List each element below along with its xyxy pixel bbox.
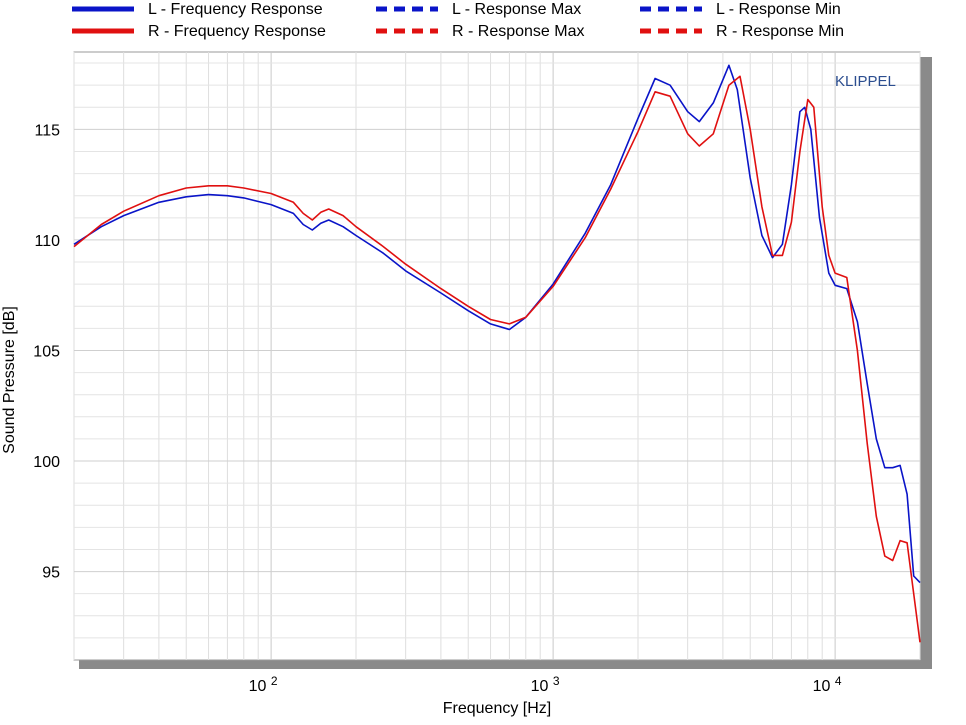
y-tick-label: 100 [33, 454, 60, 471]
legend-label: R - Frequency Response [148, 23, 326, 40]
series-line-left [73, 64, 921, 584]
x-axis-title: Frequency [Hz] [443, 700, 551, 717]
legend-label: L - Response Max [452, 1, 581, 18]
legend-item: R - Frequency Response [72, 23, 326, 40]
x-tick-label: 10 3 [531, 674, 560, 695]
plot-area [73, 51, 921, 661]
legend-item: L - Frequency Response [72, 1, 323, 18]
y-axis: 95 100 105 110 115 [33, 122, 60, 581]
y-tick-label: 115 [34, 122, 60, 139]
legend-label: R - Response Min [716, 23, 844, 40]
legend-item: R - Response Max [376, 23, 585, 40]
klippel-watermark: KLIPPEL [835, 73, 896, 90]
series-line-right [73, 75, 921, 643]
x-axis: 10 2 10 3 10 4 [249, 674, 842, 695]
legend-label: L - Response Min [716, 1, 841, 18]
y-tick-label: 105 [33, 343, 60, 360]
y-tick-label: 95 [42, 565, 60, 582]
y-axis-title: Sound Pressure [dB] [1, 306, 18, 454]
legend-label: R - Response Max [452, 23, 585, 40]
y-tick-label: 110 [34, 233, 60, 250]
legend: L - Frequency Response L - Response Max L … [72, 1, 844, 40]
legend-item: L - Response Min [640, 1, 841, 18]
x-tick-label: 10 2 [249, 674, 278, 695]
legend-item: L - Response Max [376, 1, 581, 18]
series-layer [73, 64, 921, 643]
legend-item: R - Response Min [640, 23, 844, 40]
legend-label: L - Frequency Response [148, 1, 323, 18]
x-tick-label: 10 4 [813, 674, 842, 695]
grid [73, 52, 921, 660]
